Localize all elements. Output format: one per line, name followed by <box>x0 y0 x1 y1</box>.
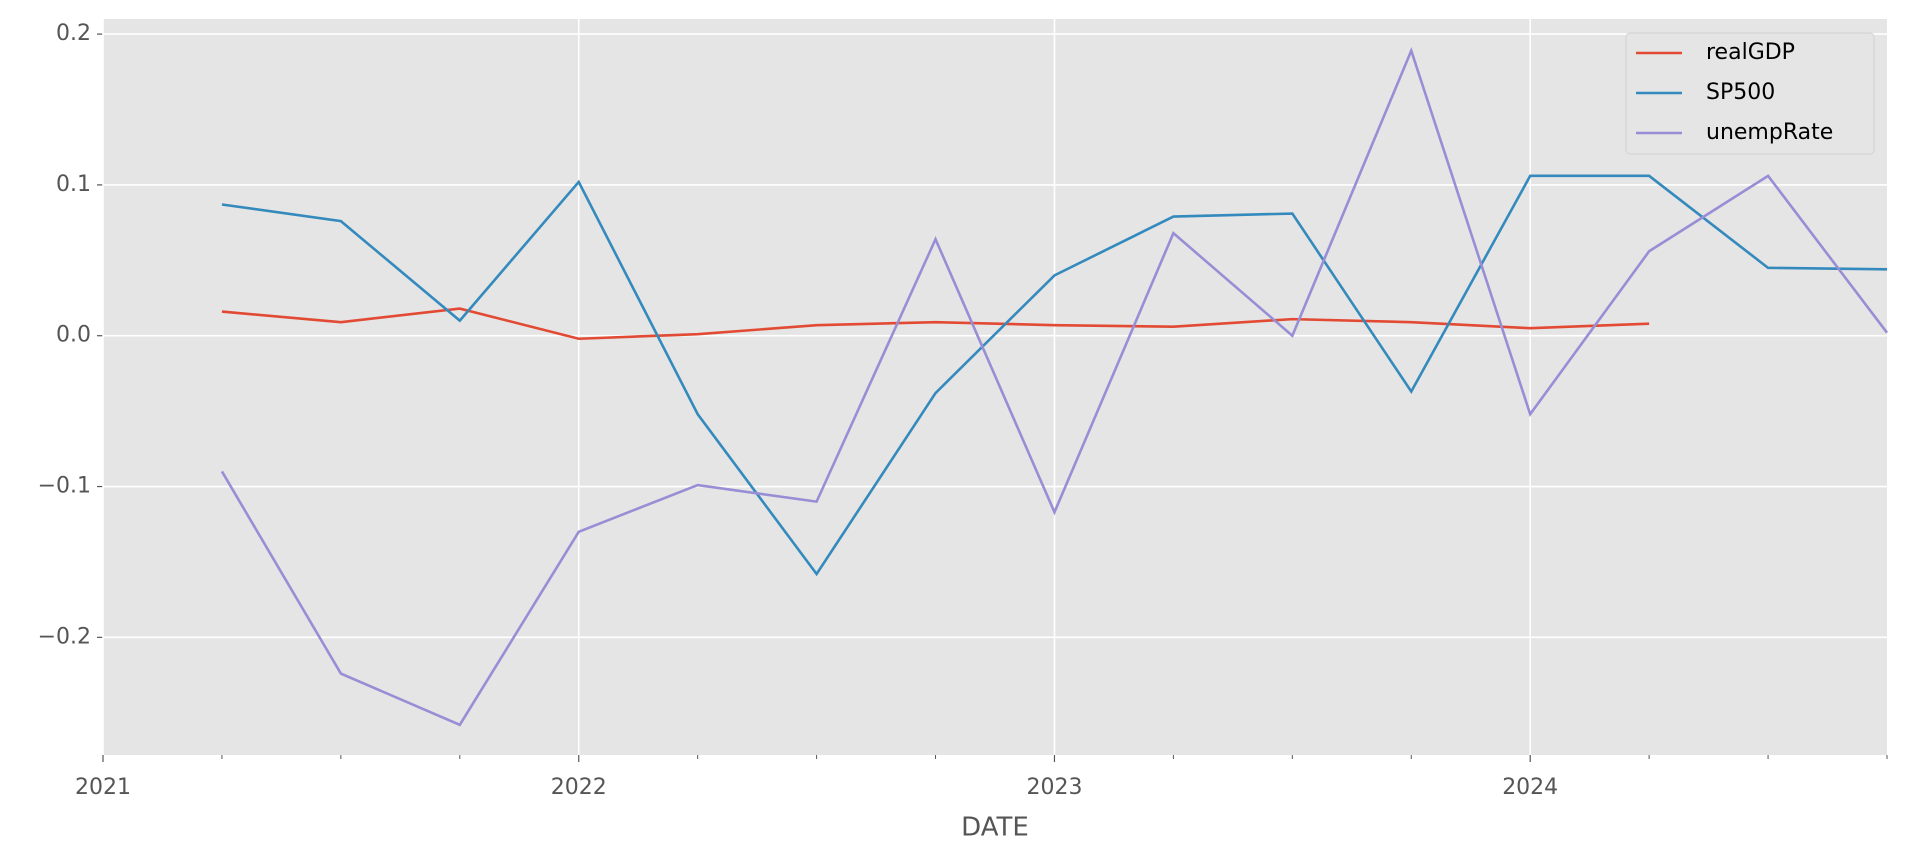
x-tick-label: 2024 <box>1502 775 1558 800</box>
series-line <box>221 174 1888 577</box>
legend-label: unempRate <box>1706 120 1833 145</box>
x-tick-label: 2021 <box>75 775 131 800</box>
plot-area <box>103 19 1887 755</box>
x-tick-label: 2023 <box>1026 775 1082 800</box>
x-tick-label: 2022 <box>551 775 607 800</box>
y-tick-label: −0.1 <box>38 474 91 499</box>
legend-label: realGDP <box>1706 40 1795 65</box>
series-line <box>221 307 1650 341</box>
series-line <box>220 46 1889 727</box>
legend-label: SP500 <box>1706 80 1775 105</box>
y-tick-label: 0.0 <box>56 323 91 348</box>
y-tick-label: −0.2 <box>38 624 91 649</box>
y-tick-label: 0.2 <box>56 21 91 46</box>
y-tick-label: 0.1 <box>56 172 91 197</box>
x-axis-label: DATE <box>961 813 1029 843</box>
legend-box <box>1625 32 1875 155</box>
